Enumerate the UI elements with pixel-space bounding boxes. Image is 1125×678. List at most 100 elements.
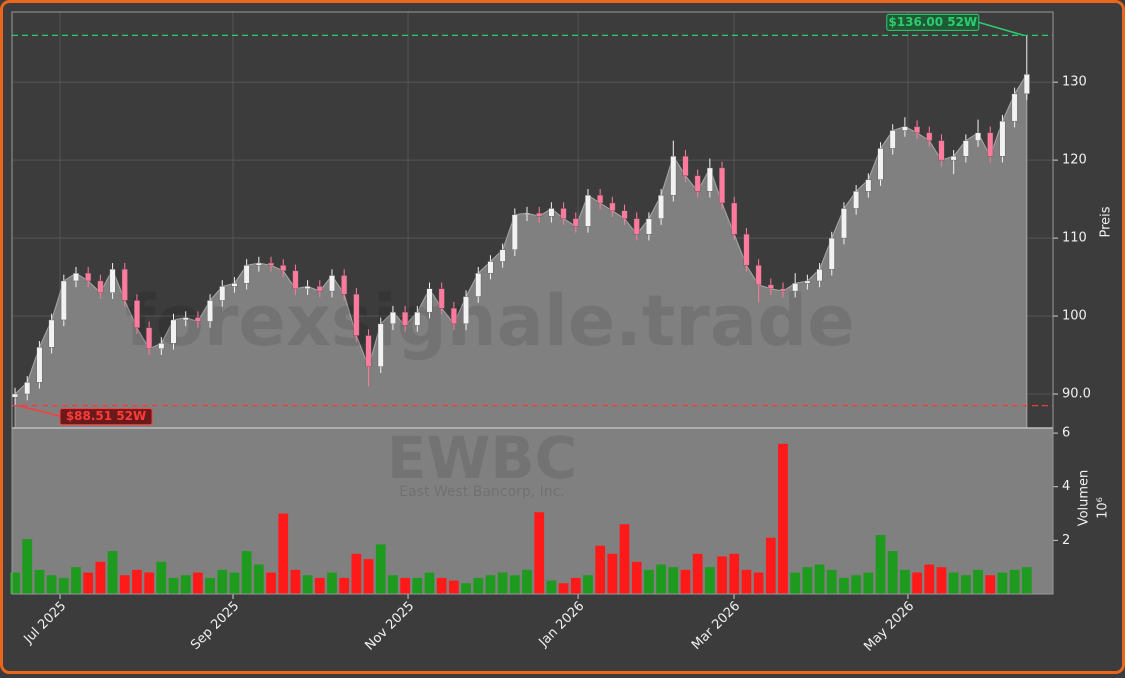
candle-body [828,237,835,270]
volume-bar [119,575,130,594]
candle-body [938,140,945,161]
candle-body [901,126,908,131]
volume-bar [485,575,496,594]
candle-body [658,195,665,219]
candle-body [268,262,274,266]
volume-bar [863,572,874,594]
volume-bar [534,512,545,594]
candle-body [109,269,116,293]
candle-body [950,156,957,161]
candle-body [365,335,372,367]
candle-body [48,319,55,348]
candle-body [609,202,616,212]
volume-bar [644,569,654,594]
volume-bar [449,580,459,594]
candle-body [560,208,567,219]
candle-body [889,130,896,149]
volume-bar [741,569,752,594]
volume-bar [595,545,606,594]
candle-body [706,167,713,192]
candle-body [511,214,518,250]
volume-bar [95,561,106,594]
candle-body [597,195,604,204]
candle-body [329,275,335,292]
candle-body [524,212,530,215]
candle-body [292,270,299,289]
volume-bar [436,577,447,594]
volume-bar [668,567,679,594]
volume-bar [765,537,776,594]
volume-bar [509,575,520,594]
volume-bar [168,577,179,594]
candle-body [97,280,104,293]
volume-bar [924,564,935,594]
candle-body [463,296,470,325]
candle-body [450,308,457,325]
watermark: forexsignale.trade [125,280,854,362]
volume-bar [253,564,264,594]
volume-bar [351,553,362,594]
volume-bar [692,553,703,594]
candle-body [926,132,933,141]
volume-bar [704,567,715,594]
candle-body [841,208,847,239]
volume-bar [132,569,142,594]
volume-bar [887,551,898,594]
volume-bar [461,583,471,594]
volume-scale-label: 10⁶ [1096,497,1111,519]
volume-bar [729,553,740,594]
y-axis-label: Preis [1099,206,1114,237]
volume-bar [10,572,20,594]
volume-bar [144,572,155,594]
volume-tick-label: 6 [1062,426,1070,441]
annotation-label: $136.00 52W [888,15,977,29]
candle-body [231,283,238,287]
y-tick-label: 120 [1062,153,1087,168]
volume-bar [753,572,764,594]
candle-body [975,132,981,141]
volume-bar [180,575,191,594]
volume-bar [802,567,813,594]
volume-bar [912,572,922,594]
volume-bar [656,564,666,594]
candle-body [402,311,409,326]
candle-body [877,148,884,180]
volume-bar [875,535,886,594]
volume-bar [546,580,557,594]
annotation-arrow [17,404,63,418]
volume-bar [339,577,350,594]
candle-body [182,317,189,321]
candle-body [962,140,969,157]
volume-bar [814,564,825,594]
volume-bar [107,551,118,594]
volume-bar [241,551,252,594]
volume-bar [327,572,337,594]
candle-body [670,156,677,196]
volume-bar [375,544,386,594]
candle-body [426,288,433,313]
candle-body [755,265,762,286]
candle-body [731,202,738,235]
candle-body [987,132,994,157]
candle-body [304,286,311,289]
volume-bar [680,569,691,594]
candle-body [804,280,811,284]
candle-body [816,269,823,282]
volume-bar [412,577,423,594]
candle-body [280,265,287,272]
candle-body [585,195,591,227]
candle-body [572,218,579,227]
annotation-label: $88.51 52W [66,409,146,423]
candle-body [487,261,494,274]
annotation-box [886,13,980,31]
candle-body [121,269,128,301]
candle-body [536,212,543,217]
candle-body [792,283,799,292]
candle-body [999,120,1006,157]
volume-bar [570,577,581,594]
candle-body [389,311,396,325]
candle-body [255,262,262,266]
volume-bar [71,567,81,594]
y-tick-label: 110 [1062,231,1087,246]
